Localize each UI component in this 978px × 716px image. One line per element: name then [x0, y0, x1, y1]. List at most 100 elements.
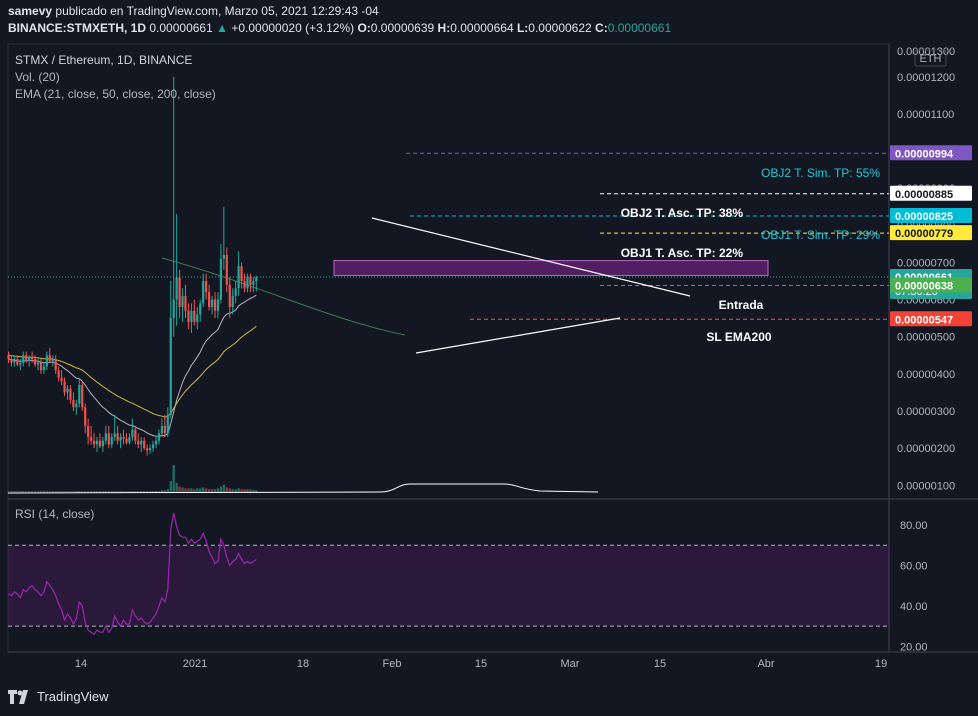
candle-body: [45, 355, 48, 367]
candle-body: [72, 399, 75, 408]
last-price: 0.00000661: [149, 21, 213, 35]
price-tag-label-0: 0.00000994: [895, 148, 954, 160]
rsi-tick-label: 60.00: [900, 561, 928, 573]
volume-bar: [157, 491, 161, 492]
candle-body: [255, 276, 258, 282]
price-tag-3: [890, 225, 972, 241]
volume-bar: [101, 491, 105, 492]
candle-body: [246, 277, 249, 289]
candle-body: [137, 440, 140, 445]
volume-bar: [84, 491, 87, 492]
volume-bar: [72, 491, 75, 492]
high-label: H:: [437, 21, 451, 35]
candle-body: [187, 310, 190, 322]
time-tick-label: Feb: [383, 658, 402, 670]
candle-body: [39, 362, 43, 371]
volume-bar: [137, 491, 140, 492]
rsi-tick-label: 80.00: [900, 520, 928, 532]
time-tick-label: 18: [297, 658, 309, 670]
volume-bar: [172, 465, 175, 492]
volume-bar: [210, 489, 214, 492]
candle-body: [234, 288, 237, 296]
candle-body: [104, 433, 107, 441]
candle-body: [222, 255, 225, 259]
price-tag-label-2: 0.00000825: [895, 211, 953, 223]
price-change: +0.00000020 (+3.12%): [231, 21, 355, 35]
candle-body: [57, 370, 60, 378]
ema-legend: EMA (21, close, 50, close, 200, close): [15, 87, 216, 101]
rsi-tick-label: 40.00: [900, 601, 928, 613]
candle-body: [175, 277, 178, 300]
volume-bar: [78, 491, 81, 492]
annotation-label-1: OBJ2 T. Asc. TP: 38%: [621, 206, 744, 220]
candle-body: [69, 388, 72, 400]
volume-bar: [16, 491, 19, 492]
annotation-label-2: OBJ1 T. Sim. TP: 29%: [761, 228, 880, 242]
triangle-lower-line: [415, 317, 621, 354]
volume-bar: [107, 491, 110, 492]
price-tick-label: 0.00000700: [897, 257, 955, 269]
volume-bar: [181, 487, 184, 492]
published-date: publicado en TradingView.com, Marzo 05, …: [55, 4, 379, 18]
candle-body: [213, 299, 217, 311]
candle-body: [116, 433, 119, 441]
candle-body: [107, 433, 110, 445]
price-tag-label-3: 0.00000779: [895, 228, 953, 240]
low-value: 0.00000622: [528, 21, 592, 35]
volume-bar: [75, 491, 78, 492]
close-label: C:: [595, 21, 608, 35]
tradingview-logo-icon: [8, 689, 28, 704]
rsi-band: [8, 545, 889, 627]
candle-body: [193, 310, 196, 322]
volume-bar: [119, 491, 122, 492]
tradingview-logo[interactable]: TradingView: [8, 689, 109, 704]
candle-body: [101, 440, 104, 447]
volume-bar: [131, 491, 134, 492]
volume-bar: [252, 490, 255, 492]
price-tick-label: 0.00000200: [897, 443, 955, 455]
price-tick-label: 0.00001100: [897, 109, 954, 121]
volume-bar: [95, 491, 99, 492]
volume-bar: [204, 488, 208, 492]
candle-body: [42, 366, 45, 371]
candle-body: [22, 355, 25, 363]
candle-body: [190, 310, 193, 322]
candle-body: [240, 266, 243, 282]
candle-body: [134, 429, 137, 441]
annotation-label-3: OBJ1 T. Asc. TP: 22%: [621, 246, 744, 260]
candle-body: [225, 255, 228, 285]
candle-body: [160, 425, 163, 434]
candle-body: [169, 318, 172, 415]
candle-body: [90, 437, 93, 441]
publisher-name[interactable]: samevy: [8, 4, 53, 18]
open-value: 0.00000639: [370, 21, 435, 35]
volume-bar: [246, 489, 249, 492]
candle-body: [16, 359, 19, 365]
rsi-legend: RSI (14, close): [15, 507, 95, 521]
volume-bar: [175, 483, 178, 492]
change-arrow-icon: ▲: [216, 21, 228, 35]
volume-bar: [42, 491, 46, 492]
volume-bar: [187, 488, 190, 492]
high-value: 0.00000664: [450, 21, 514, 35]
volume-bar: [228, 488, 231, 492]
candle-body: [10, 359, 13, 363]
volume-bar: [27, 491, 31, 492]
price-tag-0: [890, 145, 972, 161]
candle-body: [13, 359, 16, 363]
volume-bar: [190, 488, 193, 492]
candle-body: [81, 385, 84, 408]
time-tick-label: Abr: [757, 658, 774, 670]
candle-body: [237, 266, 240, 289]
volume-bar: [33, 491, 37, 492]
candle-body: [51, 359, 54, 361]
volume-bar: [207, 489, 211, 492]
candle-body: [33, 359, 37, 365]
volume-bar: [196, 488, 199, 492]
candle-body: [95, 440, 99, 445]
volume-bar: [104, 491, 108, 492]
candle-body: [202, 281, 205, 304]
volume-bar: [249, 489, 252, 492]
volume-bar: [234, 489, 237, 492]
